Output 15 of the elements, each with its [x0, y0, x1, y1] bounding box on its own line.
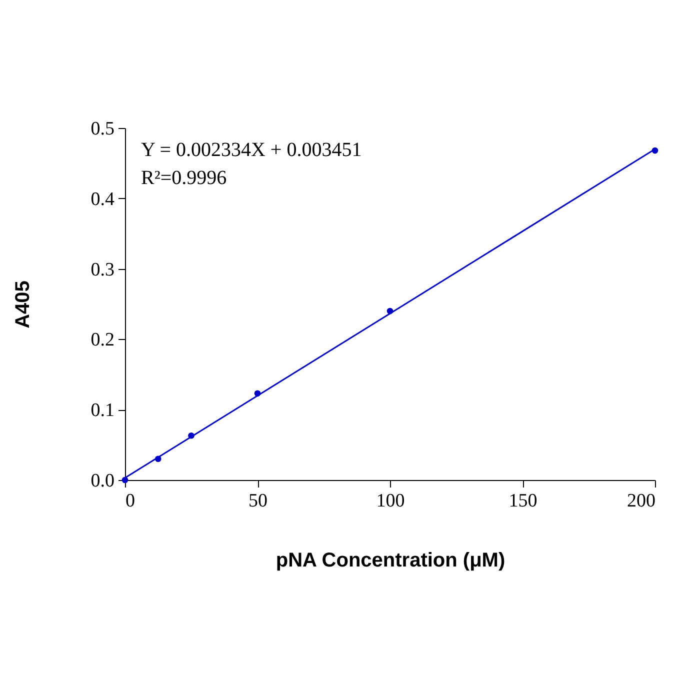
y-tick-label: 0.5: [90, 118, 114, 140]
y-tick-label: 0.2: [90, 330, 114, 351]
x-tick-label: 50: [248, 490, 268, 512]
x-tick-label: 150: [508, 490, 538, 512]
x-axis-title: pNA Concentration (μM): [276, 550, 506, 572]
y-axis-title: A405: [12, 280, 34, 328]
y-tick-label: 0.4: [90, 188, 115, 210]
x-tick-label: 200: [627, 490, 656, 512]
annotation: R²=0.9996: [141, 167, 227, 189]
y-tick-label: 0.1: [90, 400, 114, 422]
y-tick-label: 0.0: [90, 470, 114, 492]
annotation: Y = 0.002334X + 0.003451: [141, 139, 362, 161]
x-tick-label: 100: [376, 490, 405, 512]
y-tick-label: 0.3: [90, 259, 114, 280]
x-tick-label: 0: [126, 490, 135, 512]
